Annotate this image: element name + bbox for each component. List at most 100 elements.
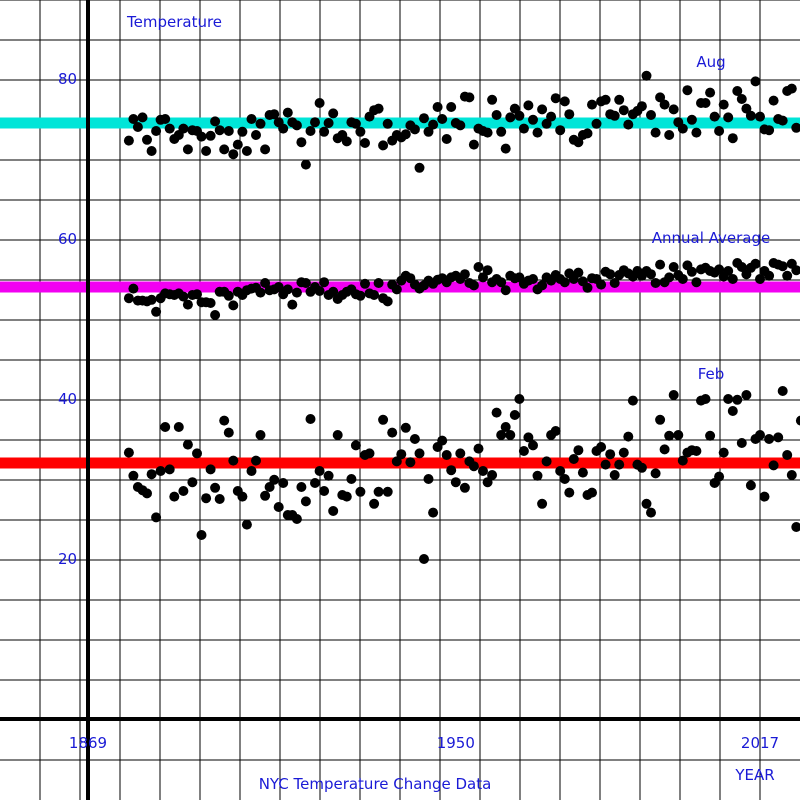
point-feb bbox=[773, 432, 784, 443]
point-annual-average bbox=[151, 306, 162, 317]
point-aug bbox=[641, 70, 652, 81]
point-feb bbox=[328, 506, 339, 516]
y-tick-label: 20 bbox=[58, 550, 77, 568]
point-feb bbox=[305, 414, 316, 424]
point-aug bbox=[269, 109, 280, 120]
series-label-annual-average: Annual Average bbox=[652, 229, 771, 247]
point-annual-average bbox=[686, 266, 697, 277]
point-annual-average bbox=[646, 269, 656, 280]
point-aug bbox=[246, 114, 257, 124]
point-aug bbox=[237, 126, 248, 137]
point-aug bbox=[677, 123, 688, 134]
point-feb bbox=[382, 486, 393, 497]
point-feb bbox=[160, 422, 171, 432]
point-aug bbox=[164, 123, 175, 134]
point-feb bbox=[587, 487, 597, 498]
point-feb bbox=[128, 470, 139, 481]
point-annual-average bbox=[764, 270, 775, 281]
point-aug bbox=[786, 83, 797, 94]
point-annual-average bbox=[328, 286, 339, 297]
point-feb bbox=[373, 486, 384, 497]
point-aug bbox=[214, 125, 225, 136]
point-feb bbox=[641, 498, 652, 509]
point-feb bbox=[437, 435, 448, 446]
point-annual-average bbox=[727, 274, 738, 284]
point-aug bbox=[251, 130, 261, 140]
point-aug bbox=[741, 103, 752, 114]
point-aug bbox=[528, 114, 538, 125]
point-annual-average bbox=[596, 279, 607, 290]
point-feb bbox=[260, 490, 271, 501]
point-feb bbox=[664, 430, 675, 441]
point-annual-average bbox=[373, 278, 384, 288]
point-feb bbox=[782, 450, 793, 460]
point-feb bbox=[714, 471, 725, 482]
point-feb bbox=[568, 454, 579, 464]
point-aug bbox=[341, 136, 352, 147]
point-feb bbox=[246, 466, 257, 476]
point-aug bbox=[591, 118, 602, 129]
point-aug bbox=[646, 110, 656, 120]
point-aug bbox=[378, 140, 389, 151]
point-feb bbox=[727, 406, 738, 416]
point-aug bbox=[523, 100, 534, 111]
point-feb bbox=[487, 470, 498, 480]
point-aug bbox=[328, 108, 339, 119]
point-aug bbox=[409, 124, 420, 135]
point-aug bbox=[296, 137, 307, 148]
point-annual-average bbox=[791, 265, 800, 276]
point-feb bbox=[455, 448, 466, 459]
point-annual-average bbox=[273, 282, 284, 292]
point-aug bbox=[323, 118, 334, 128]
point-feb bbox=[614, 459, 625, 470]
point-feb bbox=[555, 466, 566, 476]
point-annual-average bbox=[582, 282, 593, 293]
point-aug bbox=[178, 123, 189, 134]
point-annual-average bbox=[777, 261, 788, 272]
point-feb bbox=[768, 460, 779, 471]
y-axis-label: Temperature bbox=[126, 13, 222, 31]
point-aug bbox=[241, 146, 252, 156]
point-annual-average bbox=[205, 298, 216, 308]
point-aug bbox=[650, 127, 661, 138]
point-annual-average bbox=[714, 264, 725, 275]
point-annual-average bbox=[468, 280, 479, 291]
point-annual-average bbox=[192, 289, 202, 300]
point-feb bbox=[650, 468, 661, 479]
point-feb bbox=[214, 494, 225, 504]
point-annual-average bbox=[573, 267, 584, 278]
point-aug bbox=[228, 149, 239, 160]
point-annual-average bbox=[210, 310, 221, 320]
point-aug bbox=[541, 118, 552, 129]
point-feb bbox=[151, 512, 162, 523]
point-feb bbox=[182, 439, 193, 450]
point-aug bbox=[123, 135, 134, 146]
point-feb bbox=[369, 498, 380, 509]
point-aug bbox=[278, 123, 289, 134]
point-feb bbox=[446, 465, 457, 476]
series-label-feb: Feb bbox=[698, 365, 725, 383]
point-feb bbox=[532, 470, 543, 481]
point-annual-average bbox=[537, 280, 548, 291]
point-feb bbox=[387, 427, 398, 438]
point-feb bbox=[523, 432, 534, 443]
point-feb bbox=[300, 496, 311, 507]
point-feb bbox=[659, 444, 670, 455]
x-tick-label: 1869 bbox=[69, 734, 107, 752]
point-aug bbox=[291, 120, 302, 131]
point-feb bbox=[723, 394, 734, 404]
chart-title: NYC Temperature Change Data bbox=[259, 775, 492, 793]
point-aug bbox=[636, 101, 647, 112]
point-feb bbox=[745, 480, 756, 491]
point-feb bbox=[405, 457, 416, 468]
point-aug bbox=[128, 114, 139, 124]
point-aug bbox=[491, 110, 502, 120]
point-aug bbox=[496, 126, 507, 137]
point-feb bbox=[228, 455, 239, 466]
point-annual-average bbox=[459, 269, 470, 280]
point-feb bbox=[627, 395, 638, 406]
point-annual-average bbox=[287, 299, 298, 310]
point-annual-average bbox=[382, 296, 393, 307]
point-feb bbox=[755, 430, 765, 440]
point-feb bbox=[269, 474, 280, 485]
